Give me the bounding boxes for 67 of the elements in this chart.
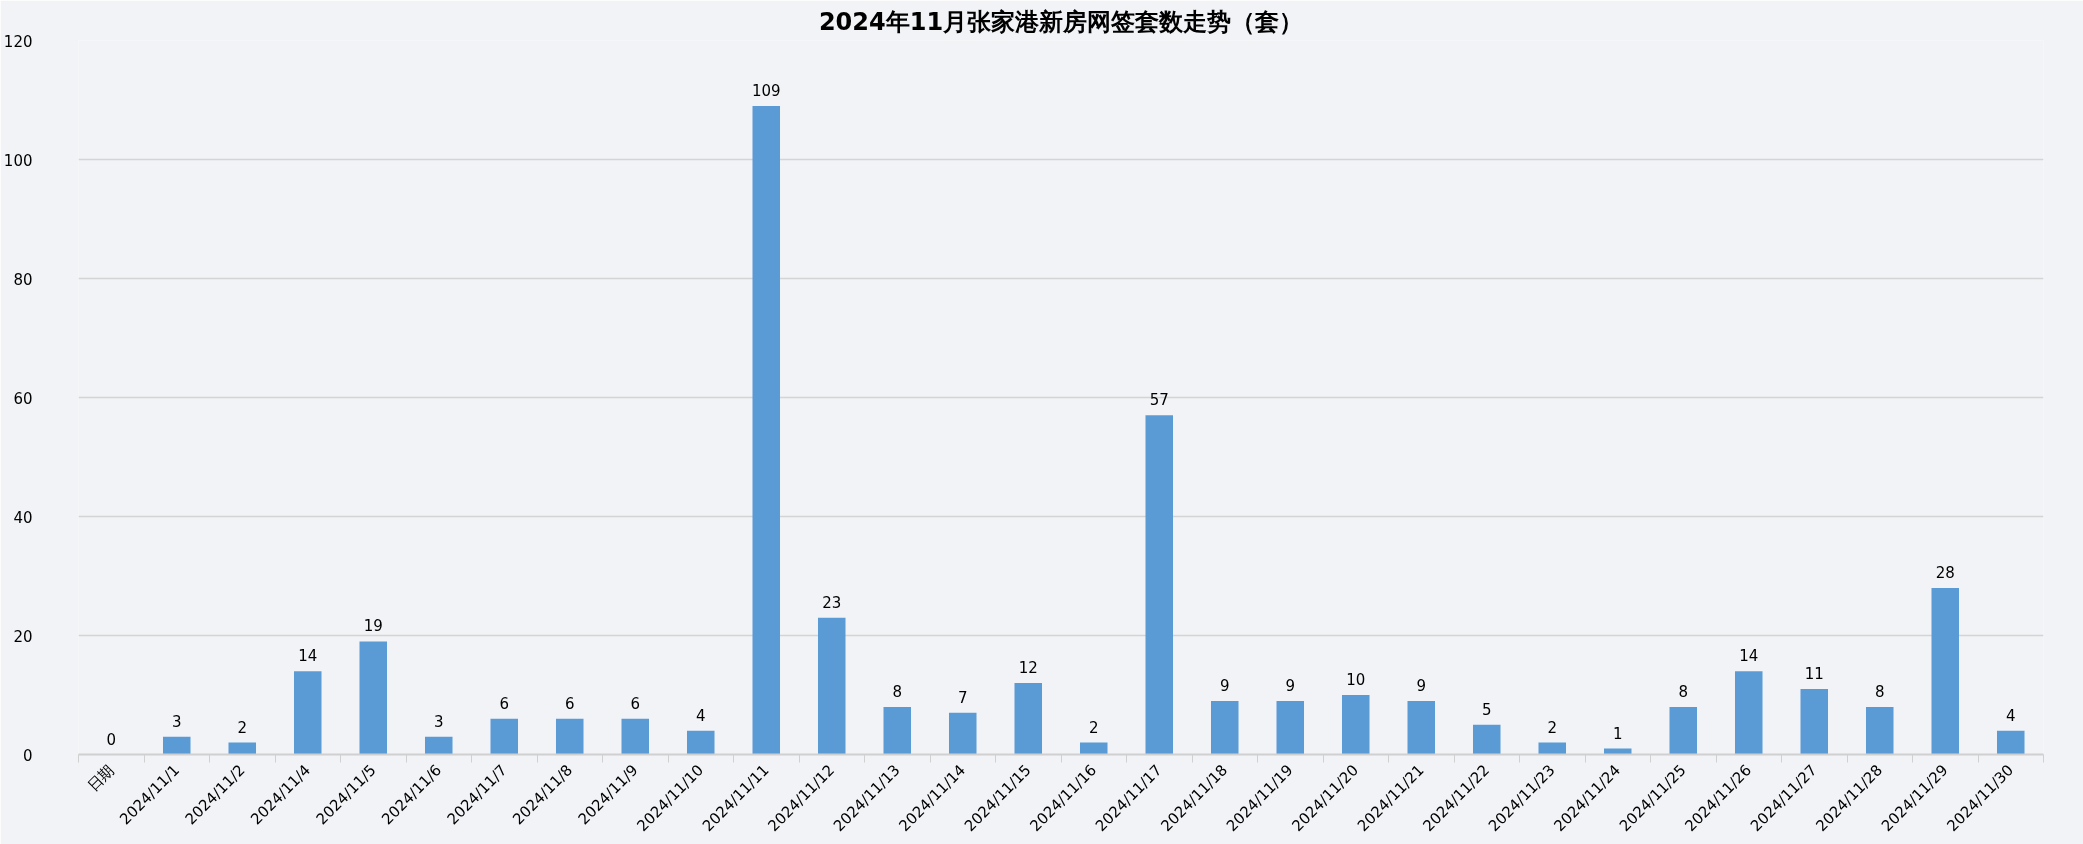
- bar: [1734, 671, 1763, 755]
- bar: [228, 742, 257, 755]
- bar: [1014, 683, 1043, 755]
- data-label: 11: [1804, 665, 1824, 684]
- data-label: 19: [363, 617, 383, 636]
- data-label: 2: [237, 718, 248, 737]
- y-tick-label: 100: [3, 151, 33, 170]
- bar: [1210, 700, 1239, 755]
- data-label: 9: [1416, 676, 1427, 695]
- data-label: 7: [957, 688, 968, 707]
- data-label: 28: [1935, 563, 1955, 582]
- x-tick-label: 日期: [83, 761, 118, 796]
- data-label: 109: [751, 81, 781, 100]
- data-label: 23: [822, 593, 842, 612]
- data-label: 6: [630, 694, 641, 713]
- y-tick-label: 20: [13, 627, 33, 646]
- y-tick-label: 0: [22, 746, 33, 765]
- data-label: 6: [564, 694, 575, 713]
- data-label: 3: [171, 712, 182, 731]
- data-label: 14: [298, 647, 318, 666]
- bar: [1079, 742, 1108, 755]
- bar: [359, 641, 388, 755]
- y-tick-label: 80: [13, 270, 33, 289]
- bar: [1407, 700, 1436, 755]
- data-label: 10: [1346, 671, 1366, 689]
- chart-title: 2024年11月张家港新房网签套数走势（套）: [818, 7, 1304, 36]
- bar: [752, 105, 781, 755]
- bar: [948, 712, 977, 755]
- data-label: 4: [695, 706, 706, 725]
- bar: [1996, 730, 2025, 755]
- bar: [1931, 587, 1960, 755]
- data-label: 5: [1481, 700, 1492, 719]
- bar: [686, 730, 715, 755]
- bar: [490, 718, 519, 755]
- y-tick-label: 40: [13, 508, 33, 527]
- data-label: 3: [433, 712, 444, 731]
- data-label: 6: [499, 694, 510, 713]
- y-tick-label: 60: [13, 389, 33, 408]
- bar: [1276, 700, 1305, 755]
- data-label: 14: [1739, 647, 1759, 666]
- bar: [293, 671, 322, 755]
- data-label: 0: [106, 730, 117, 749]
- bar: [817, 617, 846, 755]
- y-tick-label: 120: [3, 32, 33, 51]
- data-label: 57: [1149, 391, 1169, 410]
- bar: [1341, 695, 1370, 755]
- data-label: 4: [2005, 706, 2016, 725]
- data-label: 8: [1678, 682, 1689, 701]
- bar: [1538, 742, 1567, 755]
- bar: [162, 736, 191, 755]
- bar: [424, 736, 453, 755]
- data-label: 8: [1874, 682, 1885, 701]
- data-label: 1: [1612, 724, 1623, 743]
- bar: [621, 718, 650, 755]
- data-label: 9: [1219, 676, 1230, 695]
- data-label: 2: [1088, 718, 1099, 737]
- data-label: 2: [1547, 718, 1558, 737]
- data-label: 8: [892, 682, 903, 701]
- bar: [1865, 706, 1894, 755]
- bar: [883, 706, 912, 755]
- data-label: 9: [1285, 676, 1296, 695]
- bar: [1472, 724, 1501, 755]
- data-label: 12: [1018, 659, 1038, 678]
- bar: [1669, 706, 1698, 755]
- bar: [555, 718, 584, 755]
- bar: [1145, 415, 1174, 755]
- bar: [1800, 689, 1829, 755]
